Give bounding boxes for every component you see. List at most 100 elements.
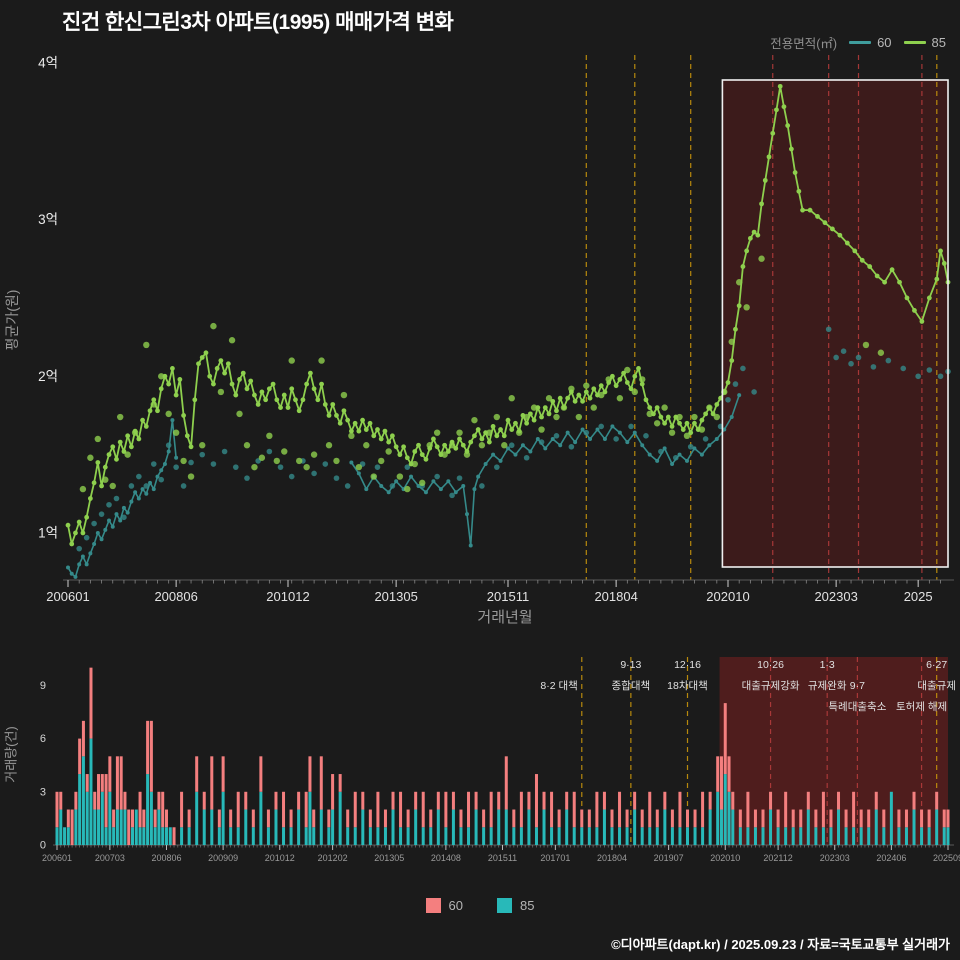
data-point[interactable]	[117, 439, 123, 445]
volume-bar-85[interactable]	[504, 809, 508, 845]
volume-bar-60[interactable]	[761, 809, 765, 828]
data-point[interactable]	[498, 458, 503, 463]
volume-bar-85[interactable]	[78, 774, 82, 845]
volume-bar-85[interactable]	[618, 827, 622, 845]
data-point[interactable]	[330, 402, 336, 407]
volume-bar-85[interactable]	[874, 809, 878, 845]
transaction-point[interactable]	[915, 373, 921, 380]
data-point[interactable]	[349, 460, 354, 465]
volume-bar-85[interactable]	[327, 827, 331, 845]
data-point[interactable]	[520, 443, 525, 448]
data-point[interactable]	[565, 430, 570, 435]
data-point[interactable]	[598, 383, 604, 389]
data-point[interactable]	[240, 370, 246, 376]
transaction-point[interactable]	[411, 460, 418, 468]
data-point[interactable]	[281, 392, 287, 398]
data-point[interactable]	[543, 446, 548, 451]
volume-bar-85[interactable]	[108, 791, 112, 845]
volume-bar-60[interactable]	[202, 791, 206, 810]
transaction-point[interactable]	[419, 479, 426, 487]
transaction-point[interactable]	[188, 459, 194, 466]
data-point[interactable]	[184, 433, 190, 439]
data-point[interactable]	[625, 440, 630, 445]
data-point[interactable]	[341, 408, 347, 414]
data-point[interactable]	[613, 383, 619, 389]
volume-bar-60[interactable]	[572, 791, 576, 828]
transaction-point[interactable]	[396, 473, 404, 480]
volume-bar-60[interactable]	[164, 809, 168, 828]
volume-bar-60[interactable]	[89, 667, 93, 739]
price-series-60[interactable]	[66, 326, 951, 579]
data-point[interactable]	[624, 380, 630, 385]
transaction-point[interactable]	[643, 433, 649, 439]
data-point[interactable]	[587, 395, 593, 401]
volume-bar-85[interactable]	[731, 809, 735, 845]
transaction-point[interactable]	[273, 457, 281, 465]
data-point[interactable]	[379, 483, 384, 488]
volume-bar-85[interactable]	[497, 809, 501, 845]
transaction-point[interactable]	[113, 495, 120, 502]
volume-bar-60[interactable]	[519, 791, 523, 828]
volume-bar-85[interactable]	[210, 809, 214, 845]
data-point[interactable]	[807, 207, 813, 213]
data-point[interactable]	[632, 430, 637, 435]
volume-bar-60[interactable]	[131, 809, 135, 828]
volume-bar-60[interactable]	[467, 791, 471, 828]
transaction-point[interactable]	[449, 492, 455, 499]
volume-bar-85[interactable]	[368, 827, 372, 845]
transaction-point[interactable]	[508, 442, 515, 449]
volume-bar-85[interactable]	[123, 809, 127, 845]
data-point[interactable]	[595, 427, 600, 432]
data-point[interactable]	[677, 452, 682, 457]
volume-bar-60[interactable]	[399, 791, 403, 828]
data-point[interactable]	[177, 377, 183, 382]
data-point[interactable]	[378, 436, 384, 442]
transaction-point[interactable]	[653, 420, 661, 427]
data-point[interactable]	[658, 414, 664, 420]
data-point[interactable]	[278, 405, 283, 411]
volume-bar-85[interactable]	[912, 809, 916, 845]
volume-bar-85[interactable]	[195, 791, 199, 845]
transaction-point[interactable]	[333, 457, 340, 465]
volume-bar-85[interactable]	[259, 791, 263, 845]
data-point[interactable]	[266, 386, 272, 392]
transaction-point[interactable]	[672, 454, 679, 461]
transaction-point[interactable]	[493, 413, 501, 421]
data-point[interactable]	[639, 381, 645, 387]
transaction-point[interactable]	[303, 463, 310, 471]
volume-bar-85[interactable]	[153, 827, 157, 845]
transaction-point[interactable]	[479, 483, 485, 489]
transaction-point[interactable]	[131, 429, 139, 436]
data-point[interactable]	[110, 444, 116, 450]
volume-bar-85[interactable]	[527, 809, 531, 845]
volume-bar-60[interactable]	[421, 791, 425, 828]
volume-bar-85[interactable]	[63, 827, 67, 845]
data-point[interactable]	[535, 436, 540, 441]
volume-bar-60[interactable]	[912, 791, 916, 810]
data-point[interactable]	[934, 276, 940, 282]
transaction-point[interactable]	[713, 413, 721, 421]
transaction-point[interactable]	[210, 322, 217, 330]
data-point[interactable]	[401, 444, 406, 450]
transaction-point[interactable]	[109, 482, 116, 490]
data-point[interactable]	[513, 420, 518, 426]
volume-bar-85[interactable]	[633, 809, 637, 845]
data-point[interactable]	[729, 358, 735, 363]
transaction-point[interactable]	[583, 382, 590, 389]
volume-bar-60[interactable]	[874, 791, 878, 810]
data-point[interactable]	[576, 392, 582, 398]
volume-bar-85[interactable]	[467, 827, 471, 845]
transaction-point[interactable]	[523, 454, 530, 461]
legend-item-85[interactable]: 85	[903, 35, 946, 50]
data-point[interactable]	[263, 397, 269, 403]
volume-bar-85[interactable]	[131, 827, 135, 845]
volume-bar-60[interactable]	[221, 756, 225, 792]
data-point[interactable]	[565, 395, 571, 401]
data-point[interactable]	[364, 487, 369, 492]
volume-bar-85[interactable]	[719, 809, 723, 845]
volume-bar-60[interactable]	[70, 809, 74, 845]
transaction-point[interactable]	[243, 442, 251, 449]
data-point[interactable]	[736, 303, 742, 309]
volume-bar-85[interactable]	[727, 791, 731, 845]
volume-bar-85[interactable]	[889, 791, 893, 845]
